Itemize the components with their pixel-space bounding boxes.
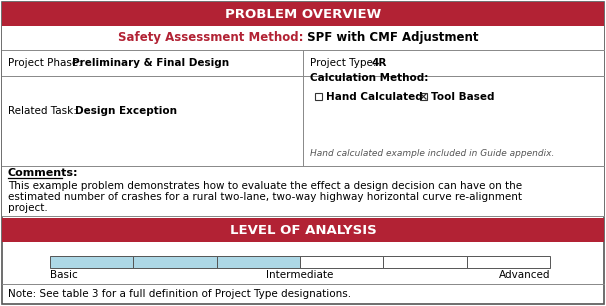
Text: Related Task:: Related Task: xyxy=(8,106,80,116)
Bar xyxy=(2,76,604,166)
Bar xyxy=(384,256,467,268)
Text: Preliminary & Final Design: Preliminary & Final Design xyxy=(72,58,229,68)
Bar xyxy=(2,166,604,216)
Bar xyxy=(300,256,384,268)
Text: project.: project. xyxy=(8,203,48,213)
Text: Hand calculated example included in Guide appendix.: Hand calculated example included in Guid… xyxy=(310,148,554,158)
Bar xyxy=(50,256,133,268)
Bar xyxy=(2,50,604,76)
Text: Hand Calculated: Hand Calculated xyxy=(326,91,423,102)
Text: Project Type:: Project Type: xyxy=(310,58,380,68)
Text: 4R: 4R xyxy=(372,58,387,68)
Text: estimated number of crashes for a rural two-lane, two-way highway horizontal cur: estimated number of crashes for a rural … xyxy=(8,192,522,202)
Text: This example problem demonstrates how to evaluate the effect a design decision c: This example problem demonstrates how to… xyxy=(8,181,522,191)
Text: PROBLEM OVERVIEW: PROBLEM OVERVIEW xyxy=(225,8,381,21)
Bar xyxy=(217,256,300,268)
Text: Safety Assessment Method:: Safety Assessment Method: xyxy=(118,32,303,44)
Bar xyxy=(315,93,322,100)
Text: Tool Based: Tool Based xyxy=(431,91,494,102)
Bar xyxy=(467,256,550,268)
Bar xyxy=(133,256,217,268)
Text: Project Phase:: Project Phase: xyxy=(8,58,88,68)
Text: Intermediate: Intermediate xyxy=(266,270,334,280)
Bar xyxy=(2,218,604,242)
Bar xyxy=(2,26,604,50)
Bar xyxy=(420,93,427,100)
Text: Advanced: Advanced xyxy=(499,270,550,280)
Text: Basic: Basic xyxy=(50,270,78,280)
Bar xyxy=(2,2,604,26)
Text: SPF with CMF Adjustment: SPF with CMF Adjustment xyxy=(303,32,479,44)
Text: Calculation Method:: Calculation Method: xyxy=(310,73,428,83)
Text: Comments:: Comments: xyxy=(8,168,79,178)
Text: Note: See table 3 for a full definition of Project Type designations.: Note: See table 3 for a full definition … xyxy=(8,289,351,299)
Text: LEVEL OF ANALYSIS: LEVEL OF ANALYSIS xyxy=(230,223,376,237)
Text: Design Exception: Design Exception xyxy=(75,106,177,116)
